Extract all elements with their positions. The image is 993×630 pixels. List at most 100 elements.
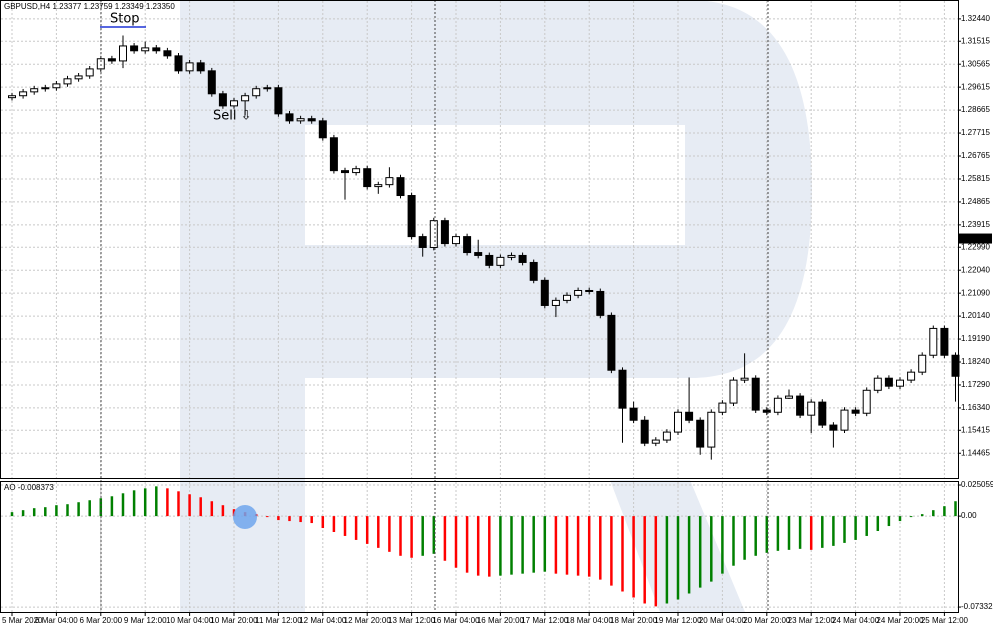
candle-body (851, 409, 860, 414)
candle-body (8, 95, 16, 99)
highlight-circle (233, 505, 257, 529)
candle-body (329, 137, 338, 172)
x-tick-label: 19 Mar 12:00 (654, 616, 702, 625)
y-tick-label: 1.22990 (961, 242, 990, 251)
candle-body (918, 354, 927, 373)
candle-body (662, 431, 671, 441)
last-price-label: 1.23350 (961, 234, 990, 243)
marks (8, 35, 960, 607)
y-tick-label: 0.00 (961, 511, 977, 520)
candle-body (685, 411, 694, 421)
stop-annotation: Stop (110, 12, 140, 27)
candle-body (540, 279, 549, 306)
y-tick-label: 1.21090 (961, 288, 990, 297)
candle-body (873, 377, 882, 391)
candle-body (207, 70, 216, 95)
candle-body (951, 354, 960, 377)
y-tick-label: 1.18240 (961, 357, 990, 366)
candle-body (884, 377, 893, 387)
indicator-title: AO -0.008373 (4, 483, 54, 492)
y-tick-label: 1.19190 (961, 334, 990, 343)
candle-body (41, 87, 50, 90)
candle-body (19, 91, 28, 97)
candle-body (174, 55, 183, 72)
y-tick-label: 1.28665 (961, 105, 990, 114)
ao-panel-border (0, 481, 959, 613)
candle-body (740, 377, 749, 381)
price-panel-border (0, 0, 959, 479)
candle-body (829, 424, 838, 431)
axes: 1.32440 1.31515 1.30565 1.29615 1.28665 1.277… (2, 14, 993, 625)
y-tick-label: 1.30565 (961, 59, 990, 68)
candle-body (341, 170, 349, 174)
candle-body (418, 236, 427, 248)
candle-body (363, 168, 372, 188)
candle-body (52, 83, 61, 89)
candle-body (651, 439, 660, 444)
candle-body (196, 62, 205, 72)
candle-body (307, 118, 316, 122)
candle-body (374, 184, 383, 188)
x-tick-label: 18 Mar 04:00 (566, 616, 614, 625)
candle-body (862, 389, 871, 414)
candle-body (163, 50, 172, 57)
x-tick-label: 20 Mar 04:00 (699, 616, 747, 625)
x-tick-label: 12 Mar 20:00 (344, 616, 392, 625)
y-tick-label: 1.22040 (961, 265, 990, 274)
last-price-box (959, 233, 992, 244)
x-tick-label: 6 Mar 04:00 (35, 616, 78, 625)
candle-body (785, 395, 793, 399)
candle-body (696, 419, 705, 448)
y-tick-label: 1.25815 (961, 174, 990, 183)
candle-body (452, 236, 460, 245)
y-tick-label: 1.26765 (961, 151, 990, 160)
candle-body (130, 45, 139, 52)
x-tick-label: 6 Mar 20:00 (79, 616, 122, 625)
candle-body (518, 254, 527, 263)
candle-body (274, 87, 283, 115)
candle-body (751, 377, 760, 411)
candle-body (440, 220, 449, 245)
candle-body (585, 289, 594, 292)
candle-body (296, 118, 305, 122)
y-tick-label: 0.025059 (961, 480, 993, 489)
candle-body (796, 395, 805, 416)
candle-body (463, 236, 472, 254)
candle-body (818, 401, 827, 426)
x-tick-label: 24 Mar 04:00 (832, 616, 880, 625)
x-tick-label: 23 Mar 12:00 (788, 616, 836, 625)
candle-body (529, 261, 538, 281)
candle-body (396, 177, 405, 197)
candle-body (263, 87, 272, 90)
candle-body (119, 45, 127, 62)
y-tick-label: 1.29615 (961, 82, 990, 91)
candle-body (907, 371, 916, 381)
y-tick-label: 1.14465 (961, 448, 990, 457)
x-tick-label: 24 Mar 20:00 (876, 616, 924, 625)
x-tick-label: 25 Mar 12:00 (921, 616, 969, 625)
candle-body (485, 254, 494, 266)
sell-annotation: Sell ⇩ (213, 109, 252, 124)
candle-body (618, 369, 627, 409)
watermark-letter (180, 0, 812, 612)
candle-body (507, 254, 516, 258)
y-tick-label: 1.16340 (961, 403, 990, 412)
chart-title: GBPUSD,H4 1.23377 1.23759 1.23349 1.2335… (4, 2, 175, 11)
x-tick-label: 17 Mar 12:00 (521, 616, 569, 625)
x-tick-label: 10 Mar 20:00 (210, 616, 258, 625)
x-tick-label: 20 Mar 20:00 (743, 616, 791, 625)
y-tick-label: -0.073327 (961, 602, 993, 611)
x-tick-label: 9 Mar 12:00 (124, 616, 167, 625)
candle-body (63, 78, 72, 85)
y-tick-label: 1.31515 (961, 36, 990, 45)
candle-body (218, 93, 227, 107)
candle-body (141, 47, 150, 52)
candle-body (551, 299, 560, 306)
candle-body (718, 402, 727, 413)
candle-body (896, 379, 904, 387)
candle-body (707, 411, 716, 448)
y-tick-label: 1.32440 (961, 14, 990, 23)
x-tick-label: 11 Mar 12:00 (255, 616, 302, 625)
candle-body (285, 113, 294, 122)
